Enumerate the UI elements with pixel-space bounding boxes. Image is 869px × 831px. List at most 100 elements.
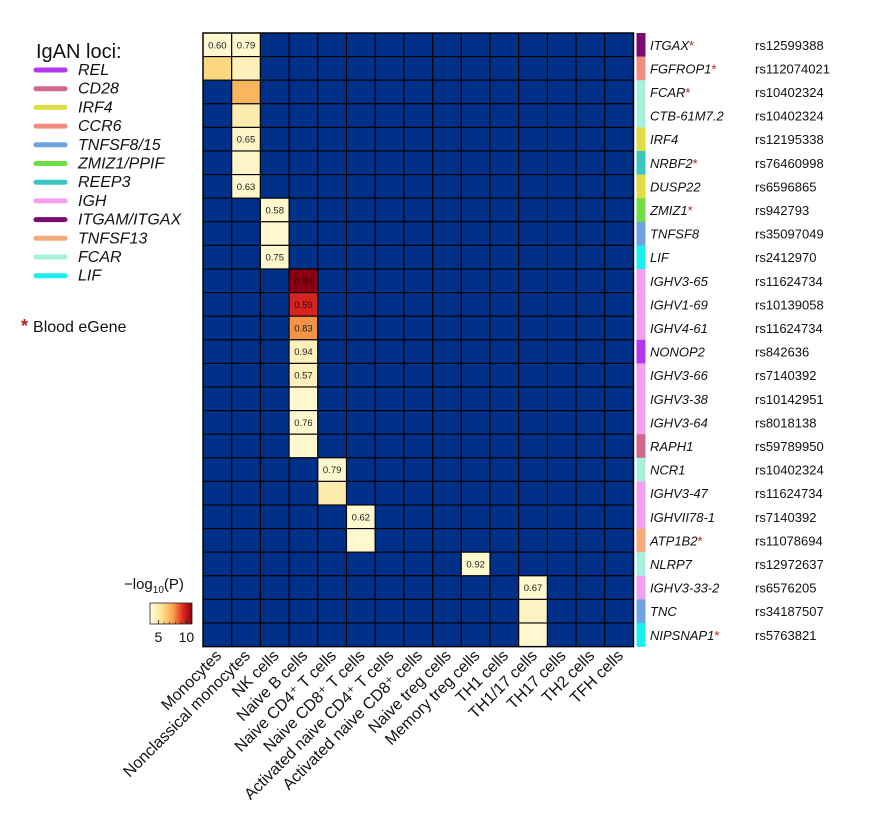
- heatmap-cell: [489, 268, 520, 294]
- heatmap-cell: [604, 598, 635, 624]
- heatmap-cell: [288, 480, 319, 506]
- heatmap-cell: [202, 551, 233, 577]
- row-gene-label: NLRP7: [650, 557, 693, 572]
- heatmap-cell: [317, 410, 348, 435]
- row-gene-label: LIF: [650, 250, 670, 265]
- heatmap-cell: [259, 598, 290, 624]
- heatmap-cell: [403, 268, 434, 294]
- heatmap-cell: [489, 598, 520, 624]
- locus-color-cell: [636, 528, 646, 553]
- legend-label: CCR6: [78, 118, 122, 135]
- heatmap-cell: [374, 174, 405, 199]
- row-gene-label: ITGAX*: [650, 38, 694, 53]
- heatmap-cell: [288, 457, 319, 482]
- heatmap-cell-significant: [518, 598, 548, 624]
- locus-color-cell: [636, 316, 646, 341]
- heatmap-cell: [546, 221, 577, 246]
- row-gene-label: IGHV3-65: [650, 274, 709, 289]
- heatmap-cell: [317, 221, 348, 246]
- heatmap-cell: [345, 221, 376, 246]
- heatmap-cell: [575, 386, 606, 412]
- heatmap-cell: [202, 150, 233, 176]
- locus-color-cell: [636, 363, 646, 388]
- heatmap-cell: [231, 292, 261, 317]
- colorbar-tick-label: 5: [155, 629, 163, 645]
- heatmap-cell: [518, 32, 548, 58]
- heatmap-cell: [345, 150, 376, 176]
- heatmap-cell: [575, 268, 606, 294]
- heatmap-cell: [259, 457, 290, 482]
- heatmap-cell: [518, 103, 548, 128]
- colorbar-ticks: 5 10: [155, 620, 194, 645]
- heatmap-cell: [259, 339, 290, 364]
- cell-value-label: 0.67: [524, 583, 543, 594]
- heatmap-cell: [489, 528, 520, 553]
- legend-item: REL: [33, 62, 109, 79]
- heatmap-cell: [546, 244, 577, 270]
- row-snp-label: rs7140392: [755, 368, 816, 383]
- heatmap-cell: [460, 386, 491, 412]
- heatmap-cell: [231, 551, 261, 577]
- row-gene-label: NRBF2*: [650, 156, 698, 171]
- heatmap-cell: [231, 622, 261, 648]
- heatmap-cell: [403, 575, 434, 600]
- locus-color-bar: [636, 33, 646, 647]
- heatmap-cell: [460, 197, 491, 223]
- heatmap-cell: [432, 528, 462, 553]
- heatmap-cell: [604, 150, 635, 176]
- cell-value-label: 0.76: [294, 418, 313, 429]
- heatmap-cell: [345, 32, 376, 58]
- heatmap-cell: [374, 126, 405, 152]
- heatmap-cell: [604, 244, 635, 270]
- heatmap-cell: [432, 221, 462, 246]
- heatmap-cell: [432, 339, 462, 364]
- gene-name: NIPSNAP1: [650, 628, 714, 643]
- heatmap-cell: [288, 197, 319, 223]
- heatmap-cell: [460, 292, 491, 317]
- heatmap-cell: [604, 480, 635, 506]
- heatmap-cell: [604, 268, 635, 294]
- heatmap-cell: [259, 268, 290, 294]
- gene-name: ITGAX: [650, 38, 690, 53]
- heatmap-cell: [604, 32, 635, 58]
- legend-label: TNFSF8/15: [78, 137, 161, 154]
- locus-color-cell: [636, 80, 646, 105]
- heatmap-cell: [288, 504, 319, 530]
- heatmap-cell-significant: [231, 79, 261, 105]
- row-gene-label: TNFSF8: [650, 227, 700, 242]
- heatmap-cell: [202, 504, 233, 530]
- heatmap-cell: [317, 315, 348, 341]
- heatmap-cell: [518, 56, 548, 81]
- heatmap-cell: [518, 410, 548, 435]
- legend-item: LIF: [33, 268, 102, 285]
- heatmap-cell: [460, 56, 491, 81]
- legend-label: TNFSF13: [78, 230, 147, 247]
- heatmap-cell: [518, 174, 548, 199]
- heatmap-cell: [374, 103, 405, 128]
- heatmap-cell: [317, 598, 348, 624]
- heatmap-cell: [317, 575, 348, 600]
- heatmap-cell: [575, 480, 606, 506]
- heatmap-cell: [460, 504, 491, 530]
- heatmap-cell: [489, 622, 520, 648]
- cell-value-label: 0.63: [237, 182, 256, 193]
- heatmap-cell: [374, 528, 405, 553]
- heatmap-cell: [604, 622, 635, 648]
- heatmap-cell: [259, 433, 290, 459]
- row-gene-label: FCAR*: [650, 85, 690, 100]
- heatmap-cell: [259, 32, 290, 58]
- heatmap-cell: [403, 126, 434, 152]
- heatmap-cell: [202, 386, 233, 412]
- heatmap-cell: [432, 480, 462, 506]
- heatmap-cell: [317, 174, 348, 199]
- gene-name: IGHV3-64: [650, 415, 708, 430]
- heatmap-cell: [317, 268, 348, 294]
- locus-color-cell: [636, 339, 646, 364]
- egene-label: Blood eGene: [33, 319, 127, 336]
- heatmap-cell: [604, 197, 635, 223]
- locus-color-cell: [636, 599, 646, 624]
- locus-color-cell: [636, 56, 646, 81]
- cell-value-label: 0.58: [266, 206, 285, 217]
- heatmap-cell: [231, 457, 261, 482]
